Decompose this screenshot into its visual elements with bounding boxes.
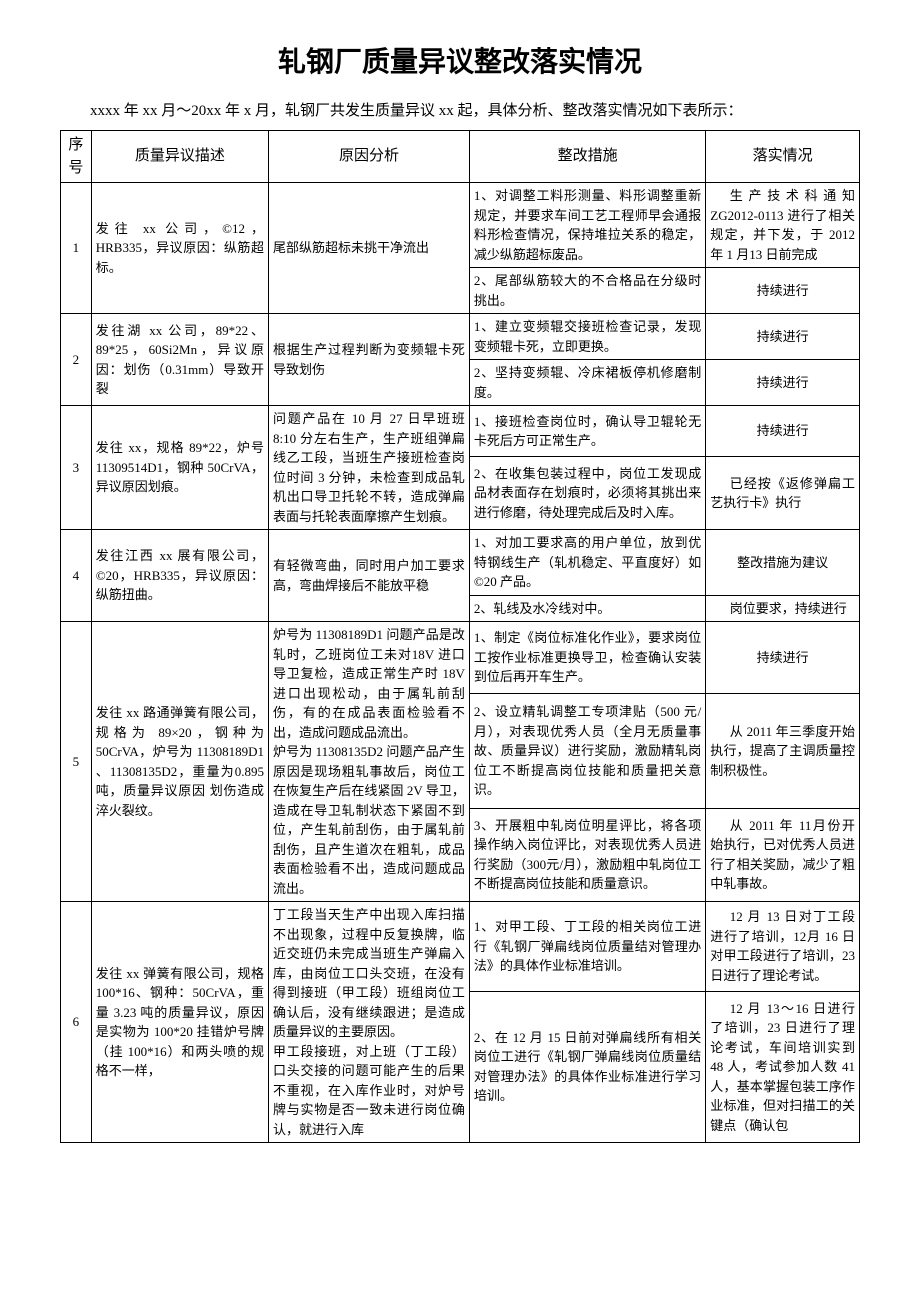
cell-cause: 有轻微弯曲，同时用户加工要求高，弯曲焊接后不能放平稳 (269, 530, 470, 622)
table-row: 4发往江西 xx 展有限公司，©20，HRB335，异议原因：纵筋扭曲。有轻微弯… (61, 530, 860, 596)
cell-action: 3、开展粗中轧岗位明星评比，将各项操作纳入岗位评比，对表现优秀人员进行奖励（30… (469, 808, 705, 901)
cell-cause: 炉号为 11308189D1 问题产品是改轧时，乙班岗位工未对18V 进口导卫复… (269, 622, 470, 902)
header-desc: 质量异议描述 (91, 131, 268, 183)
cell-seq: 3 (61, 406, 92, 530)
header-cause: 原因分析 (269, 131, 470, 183)
cell-status: 12 月 13～16 日进行了培训，23 日进行了理论考试，车间培训实到 48 … (706, 991, 860, 1142)
header-status: 落实情况 (706, 131, 860, 183)
cell-action: 2、设立精轧调整工专项津贴（500 元/月），对表现优秀人员（全月无质量事故、质… (469, 693, 705, 808)
cell-status: 持续进行 (706, 406, 860, 457)
table-row: 5发往 xx 路通弹簧有限公司，规格为 89×20，钢种为 50CrVA，炉号为… (61, 622, 860, 694)
cell-status: 持续进行 (706, 622, 860, 694)
cell-seq: 2 (61, 314, 92, 406)
cell-action: 1、建立变频辊交接班检查记录，发现变频辊卡死，立即更换。 (469, 314, 705, 360)
cell-seq: 1 (61, 183, 92, 314)
cell-status: 已经按《返修弹扁工艺执行卡》执行 (706, 457, 860, 530)
table-row: 2发往湖 xx 公司，89*22、89*25，60Si2Mn，异议原因：划伤（0… (61, 314, 860, 360)
cell-desc: 发往 xx 弹簧有限公司，规格 100*16、钢种：50CrVA，重量 3.23… (91, 902, 268, 1143)
cell-desc: 发往 xx 路通弹簧有限公司，规格为 89×20，钢种为 50CrVA，炉号为 … (91, 622, 268, 902)
cell-action: 2、在收集包装过程中，岗位工发现成品材表面存在划痕时，必须将其挑出来进行修磨，待… (469, 457, 705, 530)
page-title: 轧钢厂质量异议整改落实情况 (60, 40, 860, 80)
table-header-row: 序号 质量异议描述 原因分析 整改措施 落实情况 (61, 131, 860, 183)
cell-cause: 问题产品在 10 月 27 日早班班 8:10 分左右生产，生产班组弹扁线乙工段… (269, 406, 470, 530)
cell-status: 整改措施为建议 (706, 530, 860, 596)
table-row: 6发往 xx 弹簧有限公司，规格 100*16、钢种：50CrVA，重量 3.2… (61, 902, 860, 992)
cell-action: 1、制定《岗位标准化作业》，要求岗位工按作业标准更换导卫，检查确认安装到位后再开… (469, 622, 705, 694)
cell-status: 从 2011 年 11月份开始执行，已对优秀人员进行了相关奖励，减少了粗中轧事故… (706, 808, 860, 901)
cell-action: 2、在 12 月 15 日前对弹扁线所有相关岗位工进行《轧钢厂弹扁线岗位质量结对… (469, 991, 705, 1142)
cell-status: 生产技术科通知 ZG2012-0113 进行了相关规定，并下发，于 2012 年… (706, 183, 860, 268)
cell-desc: 发往江西 xx 展有限公司，©20，HRB335，异议原因：纵筋扭曲。 (91, 530, 268, 622)
cell-desc: 发往 xx 公司，©12，HRB335，异议原因：纵筋超标。 (91, 183, 268, 314)
table-row: 1发往 xx 公司，©12，HRB335，异议原因：纵筋超标。尾部纵筋超标未挑干… (61, 183, 860, 268)
cell-cause: 尾部纵筋超标未挑干净流出 (269, 183, 470, 314)
cell-desc: 发往湖 xx 公司，89*22、89*25，60Si2Mn，异议原因：划伤（0.… (91, 314, 268, 406)
main-table: 序号 质量异议描述 原因分析 整改措施 落实情况 1发往 xx 公司，©12，H… (60, 130, 860, 1143)
cell-cause: 丁工段当天生产中出现入库扫描不出现象，过程中反复换牌，临近交班仍未完成当班生产弹… (269, 902, 470, 1143)
cell-action: 1、对调整工料形测量、料形调整重新规定，并要求车间工艺工程师早会通报料形检查情况… (469, 183, 705, 268)
cell-status: 岗位要求，持续进行 (706, 595, 860, 622)
cell-seq: 6 (61, 902, 92, 1143)
cell-status: 持续进行 (706, 360, 860, 406)
cell-action: 1、接班检查岗位时，确认导卫辊轮无卡死后方可正常生产。 (469, 406, 705, 457)
cell-status: 从 2011 年三季度开始执行，提高了主调质量控制积极性。 (706, 693, 860, 808)
cell-status: 持续进行 (706, 268, 860, 314)
cell-action: 2、坚持变频辊、冷床裙板停机修磨制度。 (469, 360, 705, 406)
table-row: 3发往 xx，规格 89*22，炉号 11309514D1，钢种 50CrVA，… (61, 406, 860, 457)
cell-status: 12 月 13 日对丁工段进行了培训，12月 16 日对甲工段进行了培训，23 … (706, 902, 860, 992)
header-seq: 序号 (61, 131, 92, 183)
cell-seq: 4 (61, 530, 92, 622)
cell-status: 持续进行 (706, 314, 860, 360)
cell-seq: 5 (61, 622, 92, 902)
header-action: 整改措施 (469, 131, 705, 183)
cell-action: 1、对加工要求高的用户单位，放到优特钢线生产（轧机稳定、平直度好）如©20 产品… (469, 530, 705, 596)
cell-action: 2、轧线及水冷线对中。 (469, 595, 705, 622)
cell-action: 2、尾部纵筋较大的不合格品在分级时挑出。 (469, 268, 705, 314)
cell-desc: 发往 xx，规格 89*22，炉号 11309514D1，钢种 50CrVA，异… (91, 406, 268, 530)
intro-text: xxxx 年 xx 月～20xx 年 x 月，轧钢厂共发生质量异议 xx 起，具… (60, 95, 860, 128)
cell-cause: 根据生产过程判断为变频辊卡死导致划伤 (269, 314, 470, 406)
cell-action: 1、对甲工段、丁工段的相关岗位工进行《轧钢厂弹扁线岗位质量结对管理办法》的具体作… (469, 902, 705, 992)
